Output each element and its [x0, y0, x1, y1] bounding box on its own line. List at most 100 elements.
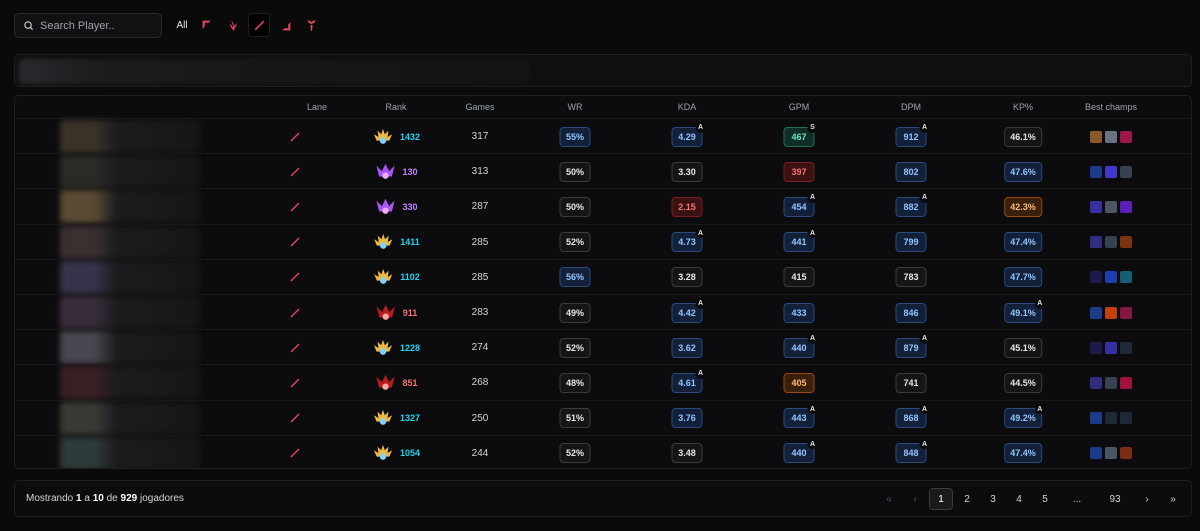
header-dpm[interactable]: DPM [901, 102, 921, 112]
champion-icon[interactable] [1120, 130, 1132, 143]
table-row[interactable]: 330 287 50% 2.15 454 A 882 A 42.3% [15, 188, 1191, 224]
filter-support-button[interactable] [300, 13, 322, 37]
header-gpm[interactable]: GPM [788, 102, 810, 112]
champion-icon[interactable] [1090, 447, 1102, 460]
table-row[interactable]: 1054 244 52% 3.48 440 A 848 A 47.4% [15, 434, 1191, 468]
champion-icon[interactable] [1120, 306, 1132, 319]
kda-grade-badge: A [695, 228, 706, 239]
page-button-93[interactable]: 93 [1109, 493, 1121, 505]
last-page-button[interactable]: » [1170, 493, 1176, 505]
header-kda[interactable]: KDA [677, 102, 697, 112]
gpm-cell: 405 [783, 365, 815, 400]
page-button-2[interactable]: 2 [964, 493, 970, 505]
champion-icon[interactable] [1120, 376, 1132, 389]
champion-icon[interactable] [1090, 130, 1102, 143]
champion-icon[interactable] [1105, 447, 1117, 460]
player-name-blurred[interactable] [60, 225, 200, 259]
champion-icon[interactable] [1105, 306, 1117, 319]
header-games[interactable]: Games [465, 102, 495, 112]
table-row[interactable]: 1411 285 52% 4.73 A 441 A 799 47.4% [15, 223, 1191, 259]
champion-icon[interactable] [1120, 200, 1132, 213]
champion-icon[interactable] [1105, 412, 1117, 425]
filter-bot-button[interactable] [274, 13, 296, 37]
table-row[interactable]: 911 283 49% 4.42 A 433 846 49.1% A [15, 294, 1191, 329]
champion-icon[interactable] [1090, 165, 1102, 178]
filter-mid-button[interactable] [248, 13, 270, 37]
champion-icon[interactable] [1105, 271, 1117, 284]
champion-icon[interactable] [1120, 271, 1132, 284]
table-row[interactable]: 851 268 48% 4.61 A 405 741 44.5% [15, 364, 1191, 400]
challenger-rank-icon [374, 233, 393, 249]
table-row[interactable]: 130 313 50% 3.30 397 802 47.6% [15, 153, 1191, 189]
kda-cell: 4.29 A [671, 119, 706, 154]
support-icon [306, 20, 316, 31]
gpm-grade-badge: S [807, 122, 818, 133]
table-row[interactable]: 1327 250 51% 3.76 443 A 868 A 49.2% A [15, 399, 1191, 436]
header-lane[interactable]: Lane [306, 102, 328, 112]
dpm-value: 802 [895, 161, 927, 182]
kp-cell: 45.1% [1004, 330, 1042, 365]
table-row[interactable]: 1432 317 55% 4.29 A 467 S 912 A 46.1% [15, 118, 1191, 153]
gpm-grade-badge: A [807, 228, 818, 239]
wr-value: 50% [559, 161, 591, 182]
player-name-blurred[interactable] [60, 296, 200, 329]
champion-icon[interactable] [1105, 376, 1117, 389]
rank-cell: 1054 [372, 436, 420, 468]
page-button-3[interactable]: 3 [990, 493, 996, 505]
table-row[interactable]: 1228 274 52% 3.62 440 A 879 A 45.1% [15, 329, 1191, 365]
gpm-value: 433 [783, 302, 815, 323]
header-wr[interactable]: WR [567, 102, 583, 112]
best-champs [1090, 365, 1132, 400]
page-button-4[interactable]: 4 [1016, 493, 1022, 505]
player-name-blurred[interactable] [60, 260, 200, 294]
wr-cell: 52% [559, 436, 591, 468]
header-rank[interactable]: Rank [385, 102, 407, 112]
filter-jungle-button[interactable] [222, 13, 244, 37]
player-name-blurred[interactable] [60, 366, 200, 400]
champion-icon[interactable] [1105, 341, 1117, 354]
champion-icon[interactable] [1120, 412, 1132, 425]
search-box[interactable] [14, 13, 162, 38]
champion-icon[interactable] [1090, 412, 1102, 425]
dpm-cell: 882 A [895, 189, 930, 224]
champion-icon[interactable] [1090, 200, 1102, 213]
first-page-button[interactable]: « [886, 493, 892, 505]
master-rank-icon [376, 198, 395, 214]
page-button-5[interactable]: 5 [1042, 493, 1048, 505]
player-name-blurred[interactable] [60, 331, 200, 365]
champion-icon[interactable] [1120, 165, 1132, 178]
header-best-champs: Best champs [1084, 102, 1138, 112]
table-row[interactable]: 1102 285 56% 3.28 415 783 47.7% [15, 258, 1191, 294]
champion-icon[interactable] [1105, 130, 1117, 143]
champion-icon[interactable] [1090, 271, 1102, 284]
rank-cell: 330 [374, 189, 418, 224]
search-input[interactable] [40, 19, 150, 32]
prev-page-button[interactable]: ‹ [913, 493, 917, 505]
champion-icon[interactable] [1090, 341, 1102, 354]
lane-cell [289, 365, 301, 400]
champion-icon[interactable] [1090, 376, 1102, 389]
player-name-blurred[interactable] [60, 436, 200, 468]
next-page-button[interactable]: › [1145, 493, 1149, 505]
player-name-blurred[interactable] [60, 120, 200, 153]
page-button-1[interactable]: 1 [929, 488, 953, 510]
gpm-cell: 440 A [783, 436, 818, 468]
champion-icon[interactable] [1090, 306, 1102, 319]
champion-icon[interactable] [1120, 236, 1132, 249]
champion-icon[interactable] [1120, 341, 1132, 354]
kda-cell: 3.30 [671, 154, 703, 189]
champion-icon[interactable] [1105, 236, 1117, 249]
filter-all-button[interactable]: All [176, 19, 188, 31]
champion-icon[interactable] [1105, 165, 1117, 178]
header-kp[interactable]: KP% [1012, 102, 1034, 112]
champion-icon[interactable] [1120, 447, 1132, 460]
player-name-blurred[interactable] [60, 190, 200, 224]
filter-top-button[interactable] [196, 13, 218, 37]
champion-icon[interactable] [1090, 236, 1102, 249]
player-name-blurred[interactable] [60, 401, 200, 435]
player-name-blurred[interactable] [60, 155, 200, 189]
kp-cell: 49.2% A [1004, 401, 1045, 436]
dpm-value: 879 A [895, 333, 930, 358]
champion-icon[interactable] [1105, 200, 1117, 213]
